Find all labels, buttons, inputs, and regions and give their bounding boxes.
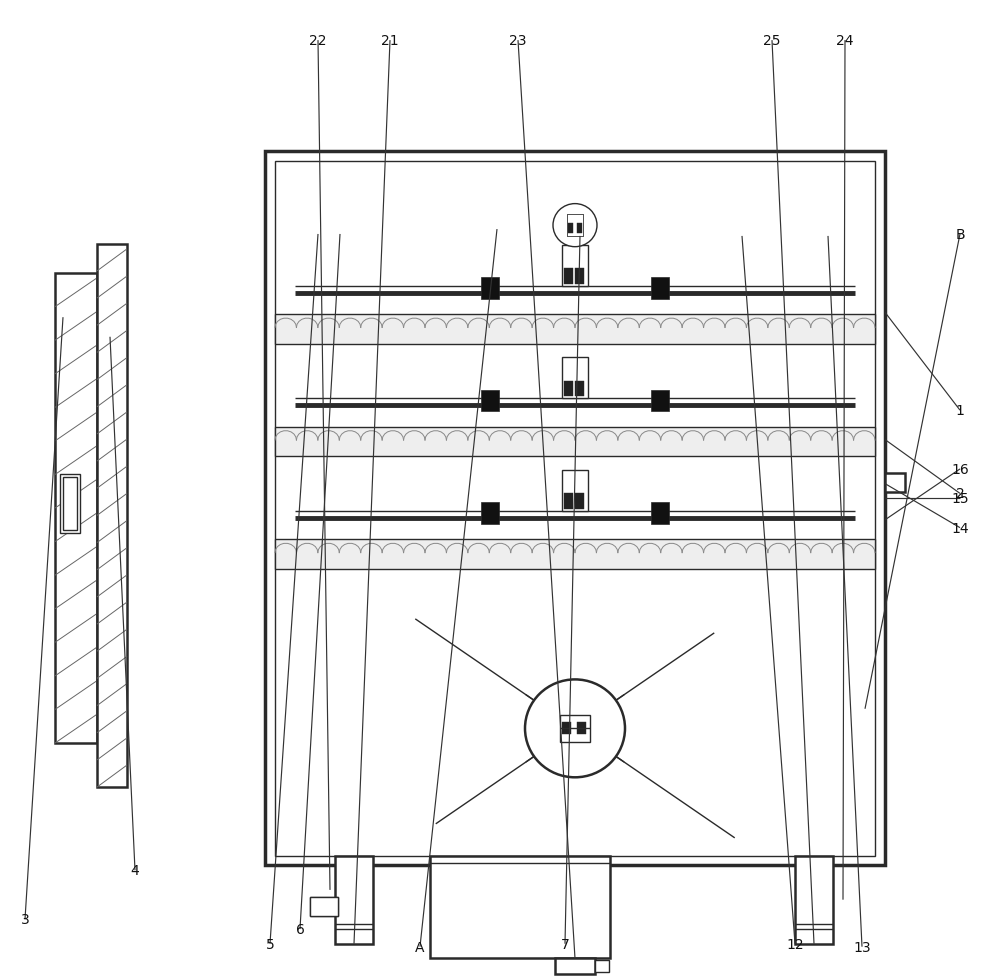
Bar — [575, 381, 584, 397]
Bar — [568, 224, 573, 234]
Bar — [562, 245, 588, 287]
Text: 12: 12 — [786, 937, 804, 951]
Bar — [575, 494, 584, 510]
Text: 5: 5 — [266, 937, 274, 951]
Bar — [564, 269, 573, 285]
Bar — [335, 856, 373, 944]
Bar — [60, 474, 80, 533]
Bar — [564, 381, 573, 397]
Text: 2: 2 — [956, 487, 964, 501]
Text: A: A — [415, 940, 425, 954]
Circle shape — [525, 680, 625, 778]
Text: 3: 3 — [21, 912, 29, 926]
Bar — [275, 540, 875, 569]
Bar — [97, 244, 127, 787]
Bar — [560, 715, 590, 742]
Bar — [651, 390, 669, 412]
Bar — [55, 274, 97, 743]
Bar — [275, 161, 875, 856]
Text: 23: 23 — [509, 34, 527, 48]
Bar — [63, 477, 77, 530]
Bar — [577, 723, 586, 734]
Bar — [481, 503, 499, 524]
Bar — [567, 215, 583, 237]
Bar — [481, 390, 499, 412]
Bar — [567, 215, 583, 237]
Bar — [564, 494, 573, 510]
Bar — [795, 856, 833, 944]
Text: 16: 16 — [951, 463, 969, 476]
Text: 21: 21 — [381, 34, 399, 48]
Circle shape — [553, 204, 597, 247]
Bar — [310, 897, 338, 916]
Bar — [481, 278, 499, 299]
Text: 4: 4 — [131, 864, 139, 877]
Text: 15: 15 — [951, 492, 969, 506]
Text: 1: 1 — [956, 404, 964, 418]
Text: 14: 14 — [951, 521, 969, 535]
Bar — [562, 358, 588, 399]
Bar — [265, 152, 885, 866]
Bar — [275, 427, 875, 457]
Bar — [562, 470, 588, 511]
Bar — [885, 473, 905, 493]
Bar — [310, 897, 338, 916]
Bar — [595, 960, 609, 972]
Text: 13: 13 — [853, 940, 871, 954]
Bar — [555, 958, 595, 974]
Bar — [575, 269, 584, 285]
Text: 25: 25 — [763, 34, 781, 48]
Bar — [577, 224, 582, 234]
Bar — [275, 315, 875, 344]
Bar — [430, 856, 610, 958]
Text: 22: 22 — [309, 34, 327, 48]
Text: 6: 6 — [296, 922, 304, 936]
Text: B: B — [955, 228, 965, 242]
Bar — [562, 723, 571, 734]
Text: 7: 7 — [561, 937, 569, 951]
Bar — [651, 503, 669, 524]
Text: 24: 24 — [836, 34, 854, 48]
Bar — [651, 278, 669, 299]
